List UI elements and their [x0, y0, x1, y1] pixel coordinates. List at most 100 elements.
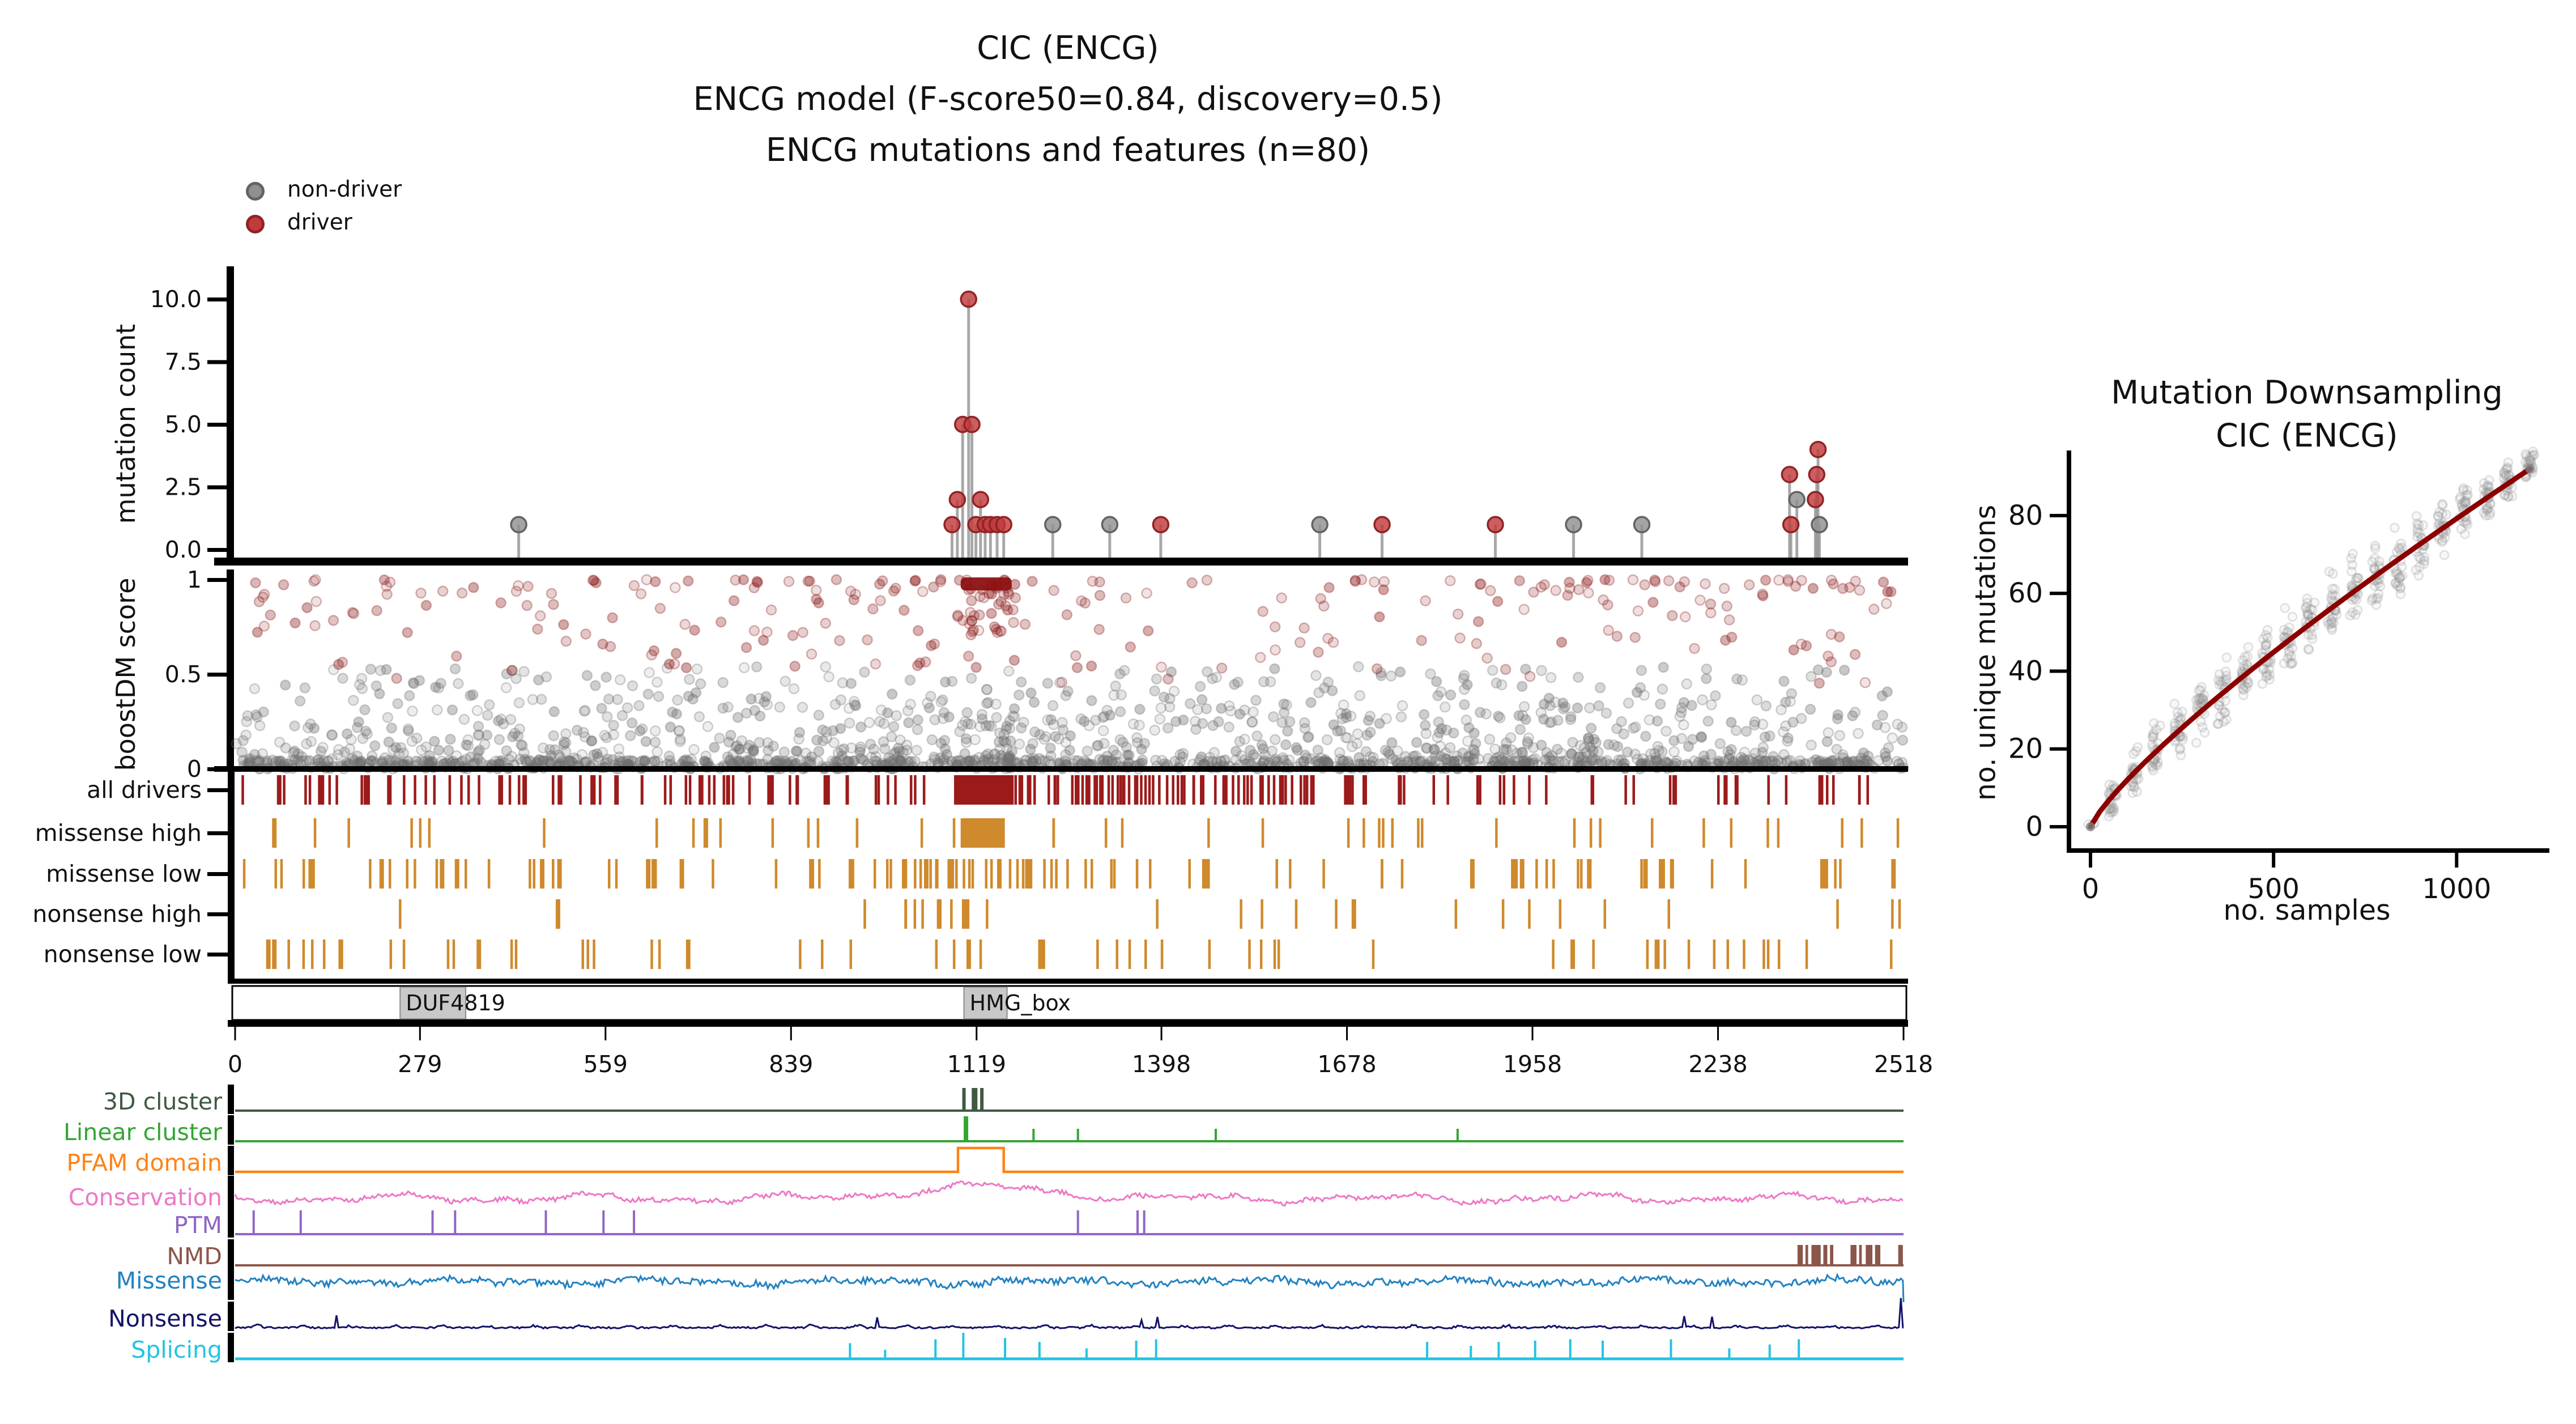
legend-non-driver-label: non-driver	[287, 177, 402, 202]
boostdm-point	[778, 746, 790, 758]
boostdm-point	[625, 755, 637, 767]
barcode-tick	[1351, 775, 1354, 805]
boostdm-point	[1639, 579, 1650, 590]
barcode-tick	[313, 818, 317, 848]
boostdm-point	[1773, 575, 1785, 586]
barcode-tick	[1111, 775, 1114, 805]
boostdm-point	[1042, 715, 1053, 726]
downsampling-point	[2347, 559, 2358, 570]
boostdm-point	[509, 728, 521, 739]
boostdm-point	[669, 658, 680, 670]
boostdm-point	[1549, 696, 1561, 708]
boostdm-point	[1764, 730, 1775, 742]
downsampling-xtick-mark	[2089, 853, 2092, 868]
boostdm-point	[1892, 719, 1904, 730]
boostdm-point	[544, 744, 556, 755]
boostdm-point	[608, 720, 619, 731]
boostdm-point	[241, 716, 252, 728]
boostdm-point	[252, 626, 263, 638]
driver-lollipop	[1807, 491, 1824, 508]
barcode-tick	[1479, 775, 1481, 805]
boostdm-point	[1444, 742, 1456, 754]
boostdm-point	[1897, 734, 1909, 746]
boostdm-point	[1259, 755, 1270, 766]
driver-lollipop	[1152, 516, 1170, 534]
boostdm-point	[1504, 755, 1515, 767]
boostdm-point	[1075, 713, 1087, 725]
boostdm-point	[862, 634, 873, 645]
boostdm-point	[1540, 754, 1551, 766]
boostdm-point	[1315, 593, 1326, 605]
boostdm-point	[407, 705, 418, 717]
barcode-tick	[335, 775, 338, 805]
feature-bar	[972, 1088, 978, 1111]
boostdm-point	[360, 725, 372, 737]
boostdm-point	[1649, 575, 1660, 586]
boostdm-point	[772, 755, 784, 767]
barcode-tick	[1858, 775, 1861, 805]
boostdm-point	[347, 607, 359, 618]
barcode-tick	[1744, 859, 1747, 889]
barcode-tick	[1193, 775, 1195, 805]
barcode-tick	[935, 859, 938, 889]
boostdm-point	[1030, 755, 1042, 767]
protein-xtick-label: 1958	[1503, 1051, 1562, 1078]
downsampling-point	[2455, 492, 2466, 503]
barcode-tick	[909, 775, 913, 805]
boostdm-point	[823, 671, 834, 683]
barcode-tick	[807, 818, 810, 848]
downsampling-bottom-spine	[2067, 848, 2549, 853]
boostdm-point	[1705, 749, 1717, 760]
boostdm-point	[1471, 637, 1483, 649]
boostdm-point	[1585, 722, 1597, 734]
boostdm-point	[1291, 742, 1302, 754]
barcode-tick	[440, 859, 445, 889]
downsampling-point	[2370, 543, 2381, 554]
boostdm-point	[1278, 707, 1290, 719]
boostdm-point	[1319, 682, 1330, 694]
boostdm-point	[1834, 730, 1846, 741]
boostdm-point	[356, 755, 367, 767]
boostdm-point	[1122, 749, 1133, 761]
boostdm-point	[1094, 590, 1106, 601]
boostdm-point	[1256, 739, 1268, 751]
barcode-tick	[1149, 859, 1152, 889]
barcode-tick	[1820, 775, 1824, 805]
barcode-tick	[1116, 775, 1119, 805]
boostdm-point	[1381, 713, 1392, 724]
boostdm-point	[416, 755, 428, 767]
boostdm-point	[1054, 677, 1066, 688]
boostdm-point	[1500, 664, 1511, 675]
barcode-tick	[1454, 899, 1458, 929]
downsampling-point	[2413, 570, 2424, 581]
boostdm-point	[1713, 755, 1725, 767]
boostdm-point	[888, 721, 900, 733]
barcode-tick	[1502, 775, 1506, 805]
boostdm-point	[279, 679, 291, 691]
boostdm-point	[912, 625, 924, 636]
boostdm-point	[1441, 724, 1453, 736]
barcode-tick	[467, 775, 470, 805]
boostdm-point	[1454, 632, 1466, 644]
boostdm-point	[1149, 685, 1160, 697]
non-driver-lollipop	[1044, 516, 1062, 534]
boostdm-point	[1723, 614, 1735, 626]
downsampling-title-line1: Mutation Downsampling	[2111, 374, 2503, 411]
boostdm-point	[601, 671, 612, 683]
barcode-tick	[1767, 775, 1770, 805]
feature-noise-line	[235, 1272, 1905, 1303]
boostdm-point	[1599, 574, 1611, 585]
boostdm-point	[870, 751, 882, 763]
boostdm-point	[1114, 706, 1126, 717]
feature-spike	[454, 1210, 457, 1234]
boostdm-point	[1578, 742, 1590, 754]
feature-spike	[849, 1343, 851, 1359]
driver-lollipop	[943, 516, 961, 534]
boostdm-point	[1305, 696, 1317, 708]
boostdm-point	[1400, 751, 1411, 762]
boostdm-point	[1269, 621, 1281, 632]
boostdm-point	[1418, 709, 1430, 720]
boostdm-point	[909, 755, 921, 767]
boostdm-point	[1211, 671, 1222, 683]
barcode-tick	[1066, 859, 1069, 889]
